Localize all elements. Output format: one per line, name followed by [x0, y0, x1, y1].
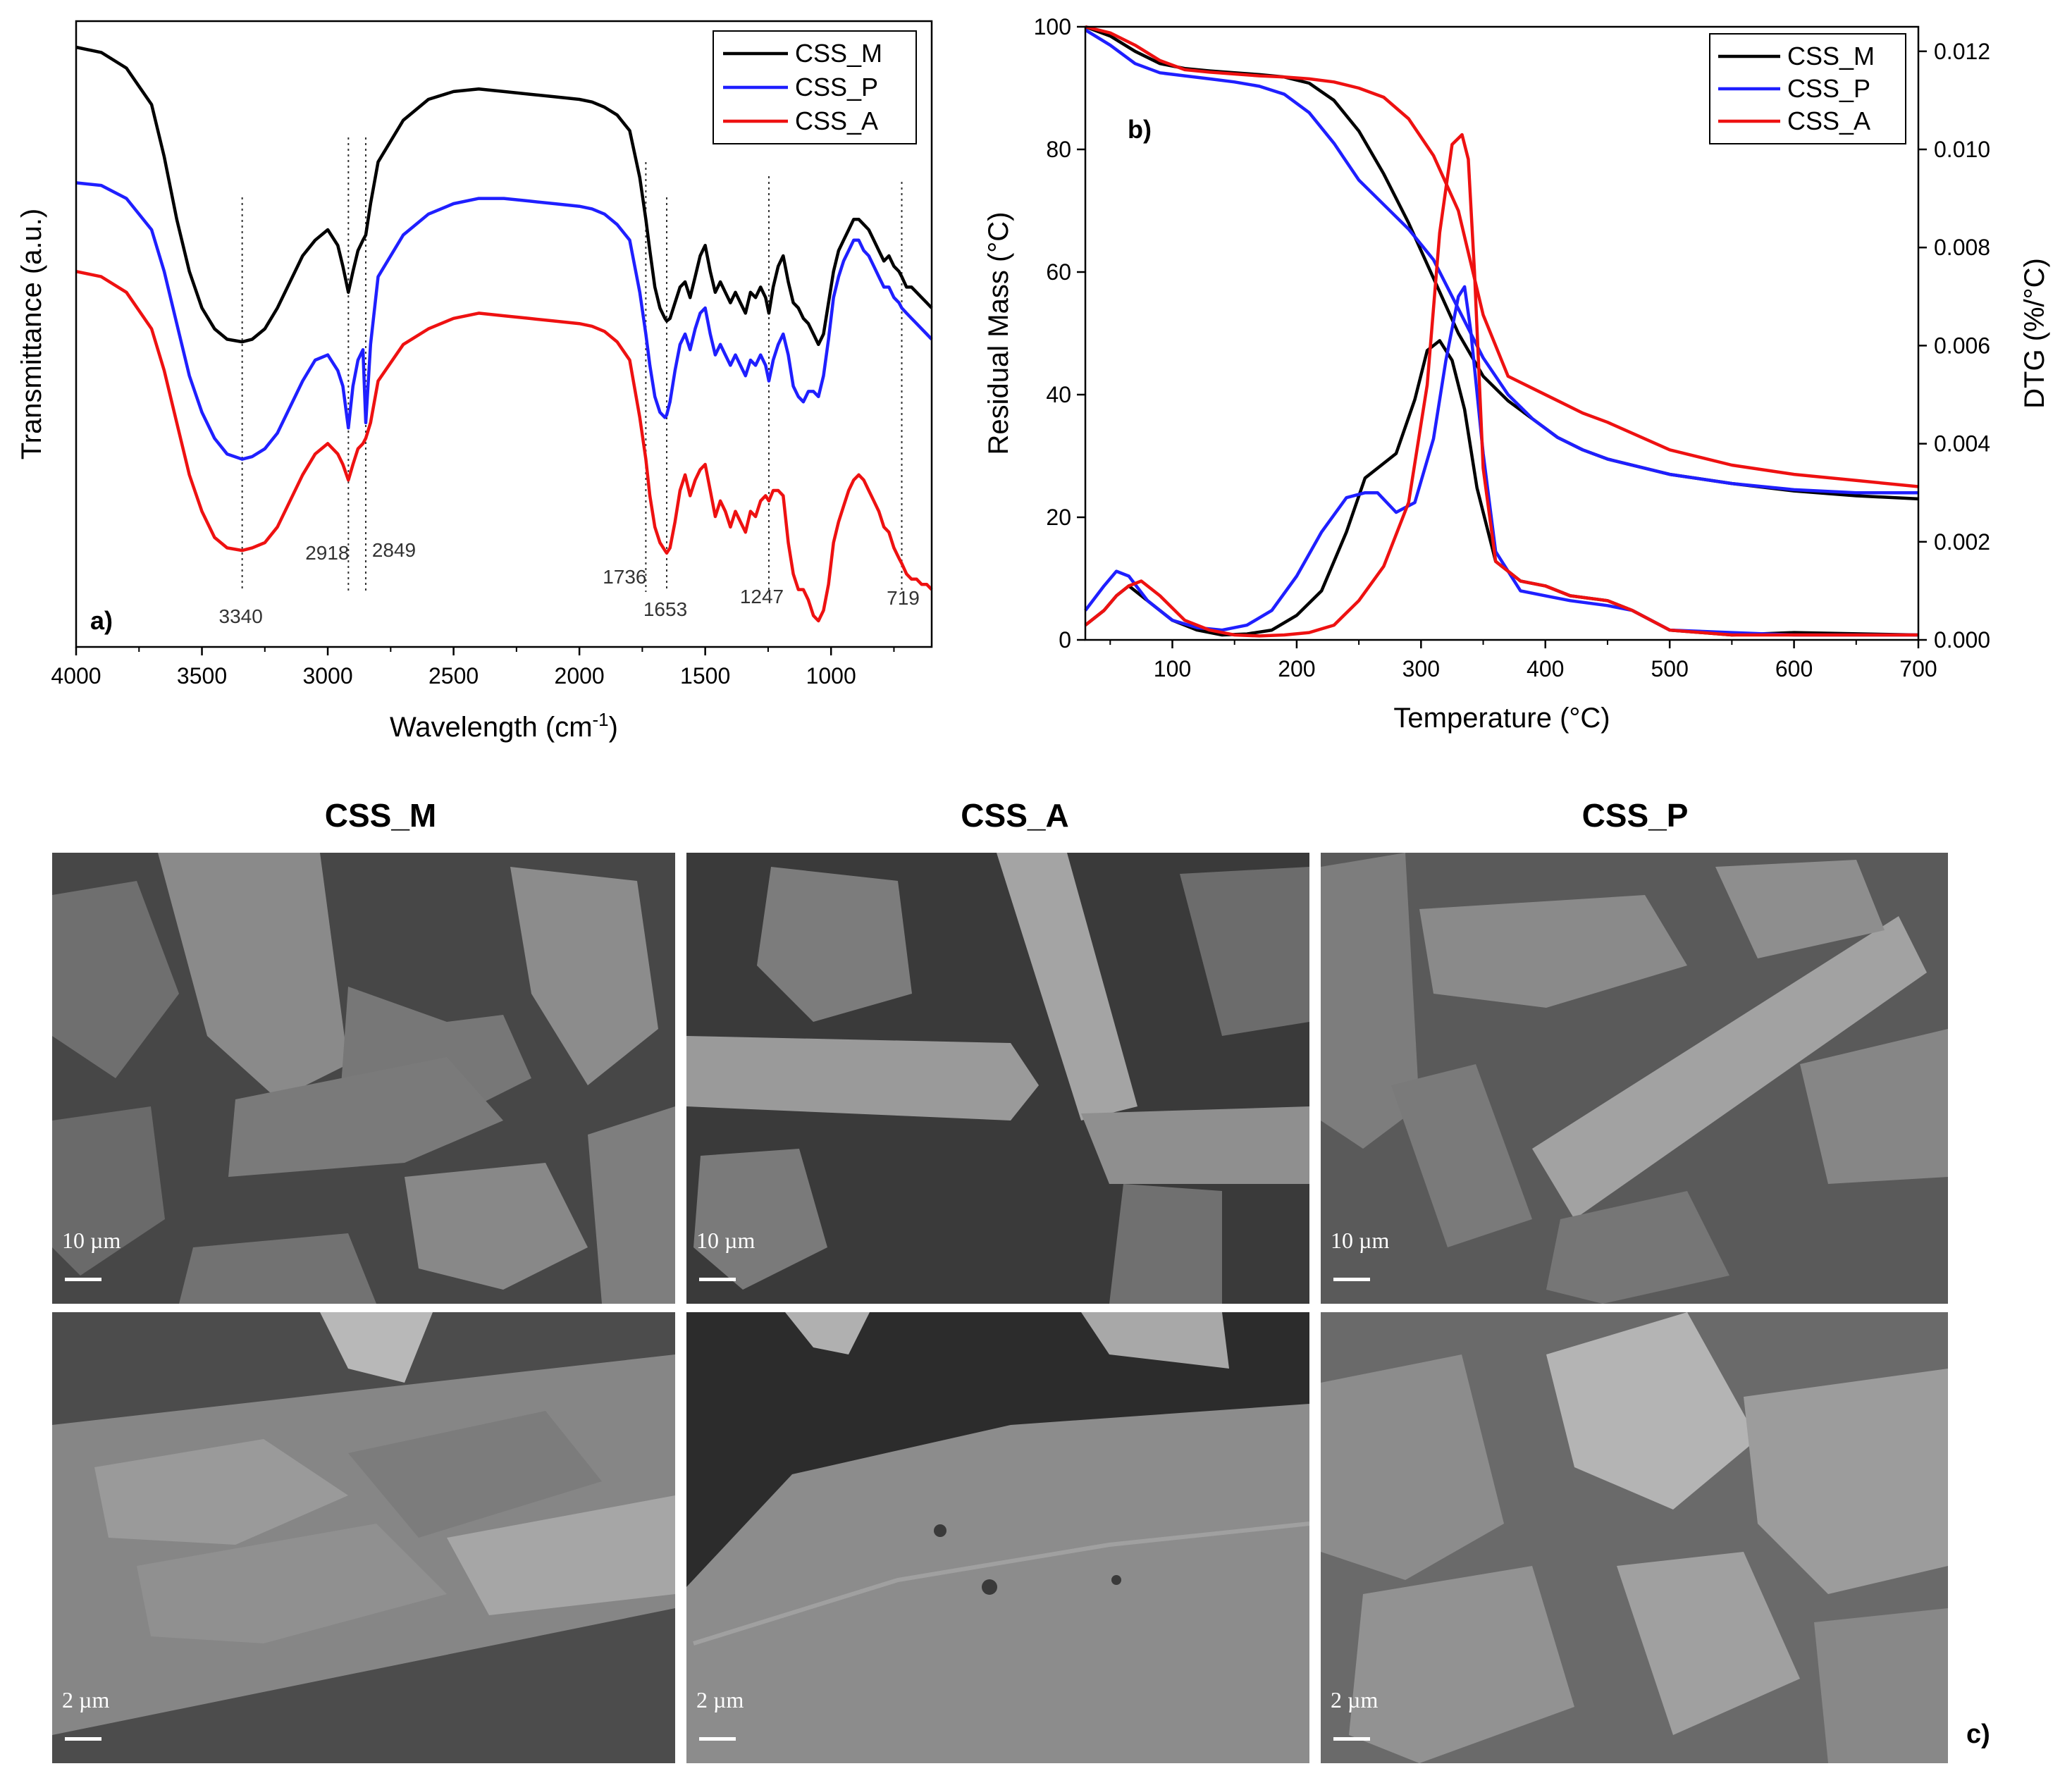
y-right-axis-title: DTG (%/°C) [2019, 258, 2050, 409]
scale-label: 10 µm [1331, 1228, 1390, 1253]
x-axis-title: Temperature (°C) [1393, 703, 1610, 734]
dtg-line-css-p [1084, 285, 1918, 637]
x-tick-label: 200 [1278, 656, 1315, 681]
series-line-css-m [75, 45, 933, 347]
y-right-tick-label: 0.010 [1934, 137, 1990, 162]
annotation-label: 719 [887, 587, 920, 609]
sem-image-css-m-10um: 10 µm [52, 853, 675, 1304]
scale-bar [699, 1278, 736, 1281]
x-tick-label: 100 [1154, 656, 1191, 681]
scale-bar [1333, 1278, 1370, 1281]
ftir-chart: 3340 2918 2849 1736 1653 1247 719 4000 3500 3000 2… [16, 20, 933, 743]
scale-label: 2 µm [696, 1687, 744, 1712]
annotation-label: 2918 [305, 542, 349, 564]
plot-frame [75, 20, 933, 648]
y-right-tick-label: 0.000 [1934, 627, 1990, 653]
annotation-label: 1736 [603, 566, 646, 588]
annotation-label: 1653 [643, 598, 687, 620]
y-tick-label: 0 [1059, 627, 1071, 653]
legend-label: CSS_M [795, 39, 882, 68]
annotation-label: 3340 [219, 605, 263, 627]
mass-line-css-a [1085, 25, 1919, 488]
scale-label: 10 µm [696, 1228, 756, 1253]
scale-bar [65, 1737, 101, 1741]
sem-texture [52, 1312, 675, 1763]
x-tick-label: 2000 [555, 663, 605, 689]
panel-label-a: a) [90, 606, 113, 635]
x-tick-label: 1000 [806, 663, 856, 689]
dtg-line-css-a [1084, 132, 1918, 638]
x-tick-label: 400 [1527, 656, 1564, 681]
y-tick-label: 40 [1046, 382, 1071, 407]
sem-title-css-p: CSS_P [1581, 797, 1689, 834]
x-axis-title: Wavelength (cm-1) [390, 709, 618, 743]
plot-frame [1084, 25, 1920, 641]
x-tick-label: 1500 [680, 663, 730, 689]
mass-line-css-p [1084, 28, 1918, 495]
y-tick-label: 80 [1046, 137, 1071, 162]
sem-texture [686, 853, 1309, 1304]
x-tick-label: 4000 [51, 663, 101, 689]
sem-image-css-m-2um: 2 µm [52, 1312, 675, 1763]
y-axis-title: Residual Mass (°C) [983, 212, 1014, 455]
scale-bar [65, 1278, 101, 1281]
scale-label: 2 µm [62, 1687, 110, 1712]
y-right-tick-label: 0.002 [1934, 529, 1990, 555]
panel-label-c: c) [1966, 1720, 1990, 1749]
y-tick-label: 100 [1034, 14, 1071, 39]
sem-texture [1321, 853, 1948, 1304]
sem-title-css-m: CSS_M [324, 797, 437, 834]
scale-bar [699, 1737, 736, 1741]
x-tick-label: 3000 [302, 663, 352, 689]
annotation-label: 2849 [372, 539, 416, 561]
series-line-css-p [75, 181, 933, 461]
y-axis-title: Transmittance (a.u.) [16, 209, 47, 459]
sem-image-css-a-10um: 10 µm [686, 853, 1309, 1304]
sem-image-css-p-2um: 2 µm [1321, 1312, 1948, 1763]
legend-label: CSS_M [1787, 42, 1875, 70]
sem-texture [52, 853, 675, 1304]
y-tick-label: 60 [1046, 259, 1071, 285]
sem-texture [1321, 1312, 1948, 1763]
legend-label: CSS_A [1787, 106, 1870, 135]
x-tick-label: 500 [1651, 656, 1688, 681]
legend-label: CSS_A [795, 106, 878, 135]
y-right-tick-label: 0.008 [1934, 235, 1990, 260]
x-tick-label: 300 [1402, 656, 1440, 681]
legend-label: CSS_P [1787, 74, 1870, 103]
tga-chart: 100 200 300 400 500 600 700 0 20 40 60 80 100 0.000 0.… [983, 14, 2050, 734]
y-right-tick-label: 0.006 [1934, 333, 1990, 358]
x-tick-label: 700 [1899, 656, 1937, 681]
scale-label: 10 µm [62, 1228, 121, 1253]
y-right-tick-label: 0.004 [1934, 431, 1990, 457]
sem-title-css-a: CSS_A [961, 797, 1069, 834]
legend-label: CSS_P [795, 73, 878, 101]
y-tick-label: 20 [1046, 505, 1071, 530]
x-tick-label: 3500 [177, 663, 227, 689]
y-right-tick-label: 0.012 [1934, 39, 1990, 64]
series-line-css-a [75, 269, 933, 623]
panel-label-b: b) [1128, 115, 1152, 144]
sem-image-css-p-10um: 10 µm [1321, 853, 1948, 1304]
sem-texture [686, 1312, 1309, 1763]
scale-bar [1333, 1737, 1370, 1741]
x-tick-label: 2500 [428, 663, 479, 689]
sem-image-css-a-2um: 2 µm [686, 1312, 1309, 1763]
annotation-label: 1247 [740, 586, 784, 607]
x-tick-label: 600 [1775, 656, 1813, 681]
scale-label: 2 µm [1331, 1687, 1379, 1712]
